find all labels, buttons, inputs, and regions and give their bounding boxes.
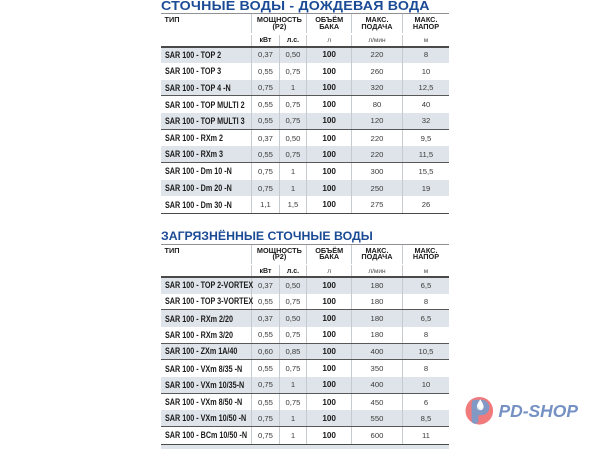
svg-text:PD-SHOP: PD-SHOP — [499, 401, 579, 421]
